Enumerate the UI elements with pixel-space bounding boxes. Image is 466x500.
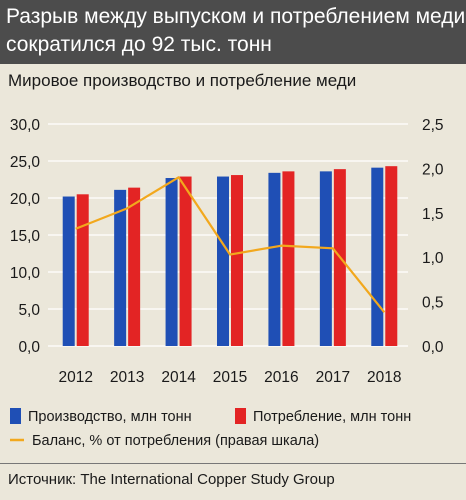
legend-swatch-consumption xyxy=(235,408,246,424)
y-left-tick-label: 25,0 xyxy=(10,154,41,171)
x-tick-label: 2017 xyxy=(316,369,350,386)
bar-consumption xyxy=(128,187,141,346)
chart-svg: 0,0 5,0 10,0 15,0 20,0 25,0 30,0 0,0 0,5 1,0 1,5 2,… xyxy=(10,117,444,449)
bar-production xyxy=(371,167,384,346)
x-tick-label: 2018 xyxy=(367,369,401,386)
x-tick-label: 2014 xyxy=(161,369,196,386)
chart-subtitle: Мировое производство и потребление меди xyxy=(8,71,357,90)
y-left-tick-label: 15,0 xyxy=(10,228,41,245)
bar-consumption xyxy=(179,176,192,346)
bar-production xyxy=(62,196,75,346)
chart-header: Разрыв между выпуском и потреблением мед… xyxy=(0,0,466,64)
chart-title-line-2: сократился до 92 тыс. тонн xyxy=(6,33,272,56)
bar-consumption xyxy=(385,166,398,346)
bar-production xyxy=(114,189,127,346)
bar-production xyxy=(319,171,332,346)
y-left-tick-label: 0,0 xyxy=(18,339,40,356)
bar-consumption xyxy=(282,171,295,346)
x-tick-label: 2012 xyxy=(58,369,92,386)
x-tick-label: 2013 xyxy=(110,369,144,386)
y-right-tick-label: 2,0 xyxy=(422,161,444,178)
bar-production xyxy=(268,172,281,346)
bar-production xyxy=(165,178,178,346)
legend-swatch-production xyxy=(10,408,21,424)
source-footer: Источник: The International Copper Study… xyxy=(0,463,466,500)
legend-label-balance: Баланс, % от потребления (правая шкала) xyxy=(32,433,319,449)
y-right-tick-label: 2,5 xyxy=(422,117,444,134)
y-right-tick-label: 0,0 xyxy=(422,339,444,356)
y-left-tick-label: 10,0 xyxy=(10,265,41,282)
y-right-tick-label: 1,0 xyxy=(422,250,444,267)
y-right-tick-label: 0,5 xyxy=(422,295,444,312)
y-right-tick-label: 1,5 xyxy=(422,206,444,223)
bar-consumption xyxy=(231,175,243,346)
y-left-tick-label: 5,0 xyxy=(18,302,40,319)
series-line-balance xyxy=(75,176,386,313)
x-tick-label: 2015 xyxy=(213,369,247,386)
y-left-tick-label: 20,0 xyxy=(10,191,41,208)
bar-consumption xyxy=(76,194,89,346)
legend-label-production: Производство, млн тонн xyxy=(28,409,192,425)
y-left-tick-label: 30,0 xyxy=(10,117,41,134)
legend-label-consumption: Потребление, млн тонн xyxy=(253,409,411,425)
bar-production xyxy=(217,176,229,346)
chart-title-line-1: Разрыв между выпуском и потреблением мед… xyxy=(6,5,466,28)
x-tick-label: 2016 xyxy=(264,369,298,386)
source-text: Источник: The International Copper Study… xyxy=(8,471,335,488)
